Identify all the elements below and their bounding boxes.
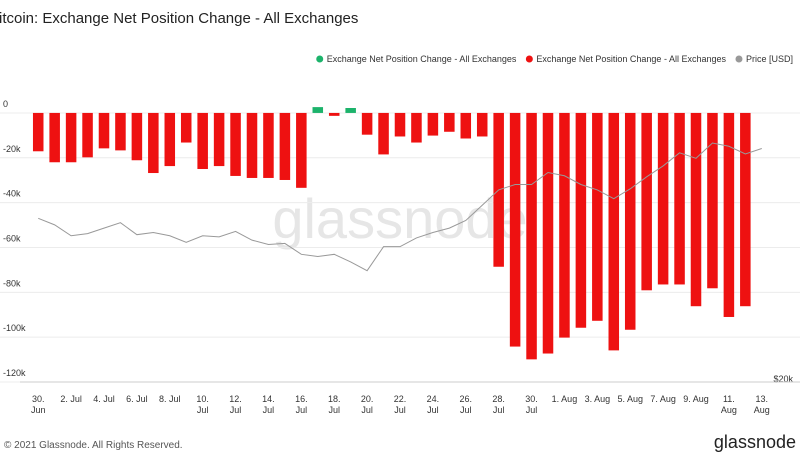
bar: [246, 112, 258, 178]
legend: Price [USD] Exchange Net Position Change …: [316, 54, 793, 64]
x-tick-label: 16. Jul: [295, 394, 308, 415]
watermark: glassnode: [272, 187, 527, 250]
bar: [378, 112, 389, 155]
bar: [197, 112, 208, 169]
legend-label: Exchange Net Position Change - All Excha…: [327, 54, 517, 64]
legend-marker: [735, 55, 743, 63]
bar: [98, 112, 110, 149]
bar: [394, 112, 406, 137]
bar: [82, 112, 93, 158]
x-tick-label: 20. Jul: [361, 394, 374, 415]
bar: [115, 112, 126, 151]
y-tick-label: -100k: [3, 323, 26, 333]
bar: [427, 112, 439, 136]
bar: [328, 112, 340, 116]
bar: [131, 112, 143, 161]
y-tick-label: -40k: [3, 189, 21, 199]
bar: [657, 112, 669, 285]
x-tick-label: 8. Jul: [159, 394, 181, 404]
bar: [279, 112, 291, 180]
x-tick-label: 26. Jul: [460, 394, 473, 415]
x-tick-label: 6. Jul: [126, 394, 148, 404]
x-tick-label: 3. Aug: [585, 394, 611, 404]
x-tick-label: 5. Aug: [617, 394, 643, 404]
bar: [723, 112, 735, 317]
bar: [32, 112, 44, 152]
bar: [559, 112, 570, 338]
bar: [690, 112, 702, 307]
bar: [624, 112, 636, 330]
legend-marker: [316, 55, 324, 63]
y-tick-label: -120k: [3, 368, 26, 378]
bar: [230, 112, 241, 176]
bar: [361, 112, 373, 135]
bar: [707, 112, 718, 289]
bar: [740, 112, 751, 307]
bar: [608, 112, 620, 351]
bar: [180, 112, 192, 143]
x-tick-label: 30. Jun: [31, 394, 46, 415]
bar: [674, 112, 685, 285]
legend-marker: [525, 55, 533, 63]
x-tick-label: 1. Aug: [552, 394, 578, 404]
bar: [49, 112, 60, 163]
price-line: [38, 142, 762, 272]
bar: [411, 112, 422, 143]
bar: [460, 112, 472, 139]
footer: © 2021 Glassnode. All Rights Reserved.: [4, 440, 183, 451]
y-tick-label: -20k: [3, 144, 21, 154]
legend-label: Price [USD]: [746, 54, 793, 64]
bar: [526, 112, 537, 360]
y-tick-label: -80k: [3, 278, 21, 288]
bar: [542, 112, 554, 354]
bar: [164, 112, 176, 167]
bar: [509, 112, 521, 347]
bar: [296, 112, 307, 188]
x-tick-label: 4. Jul: [93, 394, 115, 404]
legend-label: Exchange Net Position Change - All Excha…: [536, 54, 726, 64]
bar: [213, 112, 225, 167]
bar: [345, 108, 356, 113]
x-tick-label: 9. Aug: [683, 394, 709, 404]
bar: [641, 112, 652, 291]
x-tick-label: 24. Jul: [427, 394, 440, 415]
y-tick-label: -60k: [3, 233, 21, 243]
bar: [444, 112, 455, 132]
bar: [65, 112, 77, 163]
y-tick-label: 0: [3, 99, 8, 109]
bar: [148, 112, 159, 174]
x-tick-label: 18. Jul: [328, 394, 341, 415]
x-tick-label: 10. Jul: [196, 394, 209, 415]
x-tick-label: 11. Aug: [721, 394, 737, 415]
bar: [592, 112, 603, 321]
bar: [263, 112, 274, 178]
bar: [312, 107, 324, 113]
x-tick-label: 7. Aug: [650, 394, 676, 404]
logo: glassnode: [714, 432, 796, 452]
x-tick-label: 30. Jul: [525, 394, 538, 415]
chart-title: itcoin: Exchange Net Position Change - A…: [0, 10, 358, 27]
x-tick-label: 22. Jul: [394, 394, 407, 415]
bar: [575, 112, 587, 328]
x-tick-label: 14. Jul: [262, 394, 275, 415]
x-tick-label: 12. Jul: [229, 394, 242, 415]
bar: [476, 112, 488, 137]
x-tick-label: 13. Aug: [754, 394, 770, 415]
x-tick-label: 2. Jul: [60, 394, 82, 404]
x-tick-label: 28. Jul: [492, 394, 505, 415]
y2-tick-label: $20k: [773, 374, 793, 384]
